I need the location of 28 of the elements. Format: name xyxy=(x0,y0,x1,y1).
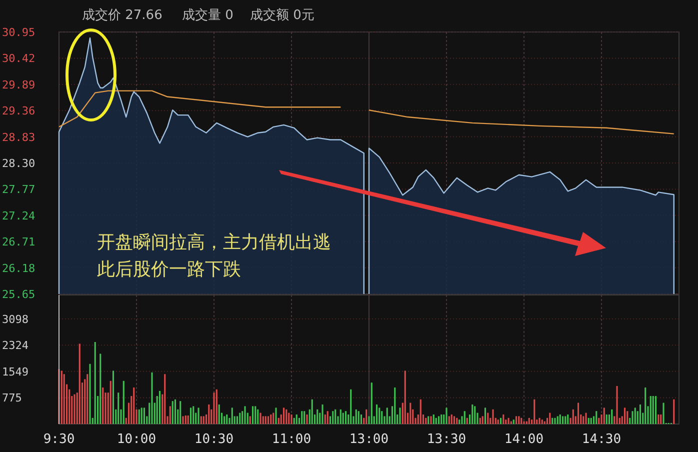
y-tick-label: 30.95 xyxy=(2,26,36,39)
x-tick-label: 13:00 xyxy=(349,432,389,447)
y-tick-label: 27.24 xyxy=(2,209,36,222)
y-tick-label: 28.30 xyxy=(2,157,36,170)
x-tick-label: 11:00 xyxy=(272,432,312,447)
x-tick-label: 10:00 xyxy=(116,432,156,447)
annotation: 此后股价一路下跌 xyxy=(97,259,241,280)
y-tick-label: 3098 xyxy=(2,312,28,326)
y-tick-label: 26.18 xyxy=(2,262,36,275)
y-tick-label: 29.89 xyxy=(2,78,36,92)
x-tick-label: 14:00 xyxy=(504,432,544,447)
text: 成交价 27.66 xyxy=(82,7,162,23)
annotation: 开盘瞬间拉高，主力借机出逃 xyxy=(97,232,331,253)
y-tick-label: 27.77 xyxy=(2,183,36,196)
x-tick-label: 9:30 xyxy=(43,432,75,447)
text: 成交额 0元 xyxy=(250,7,314,23)
text: 成交量 0 xyxy=(182,7,234,23)
y-tick-label: 30.42 xyxy=(2,52,36,66)
y-tick-label: 28.83 xyxy=(2,130,36,144)
y-tick-label: 1549 xyxy=(2,365,28,378)
y-tick-label: 2324 xyxy=(2,339,29,352)
y-tick-label: 25.65 xyxy=(2,288,36,301)
x-tick-label: 14:30 xyxy=(582,432,622,447)
x-tick-label: 10:30 xyxy=(194,432,234,447)
y-tick-label: 29.36 xyxy=(2,104,36,118)
y-tick-label: 775 xyxy=(2,392,22,405)
y-tick-label: 26.71 xyxy=(2,236,36,249)
x-tick-label: 13:30 xyxy=(426,432,466,447)
